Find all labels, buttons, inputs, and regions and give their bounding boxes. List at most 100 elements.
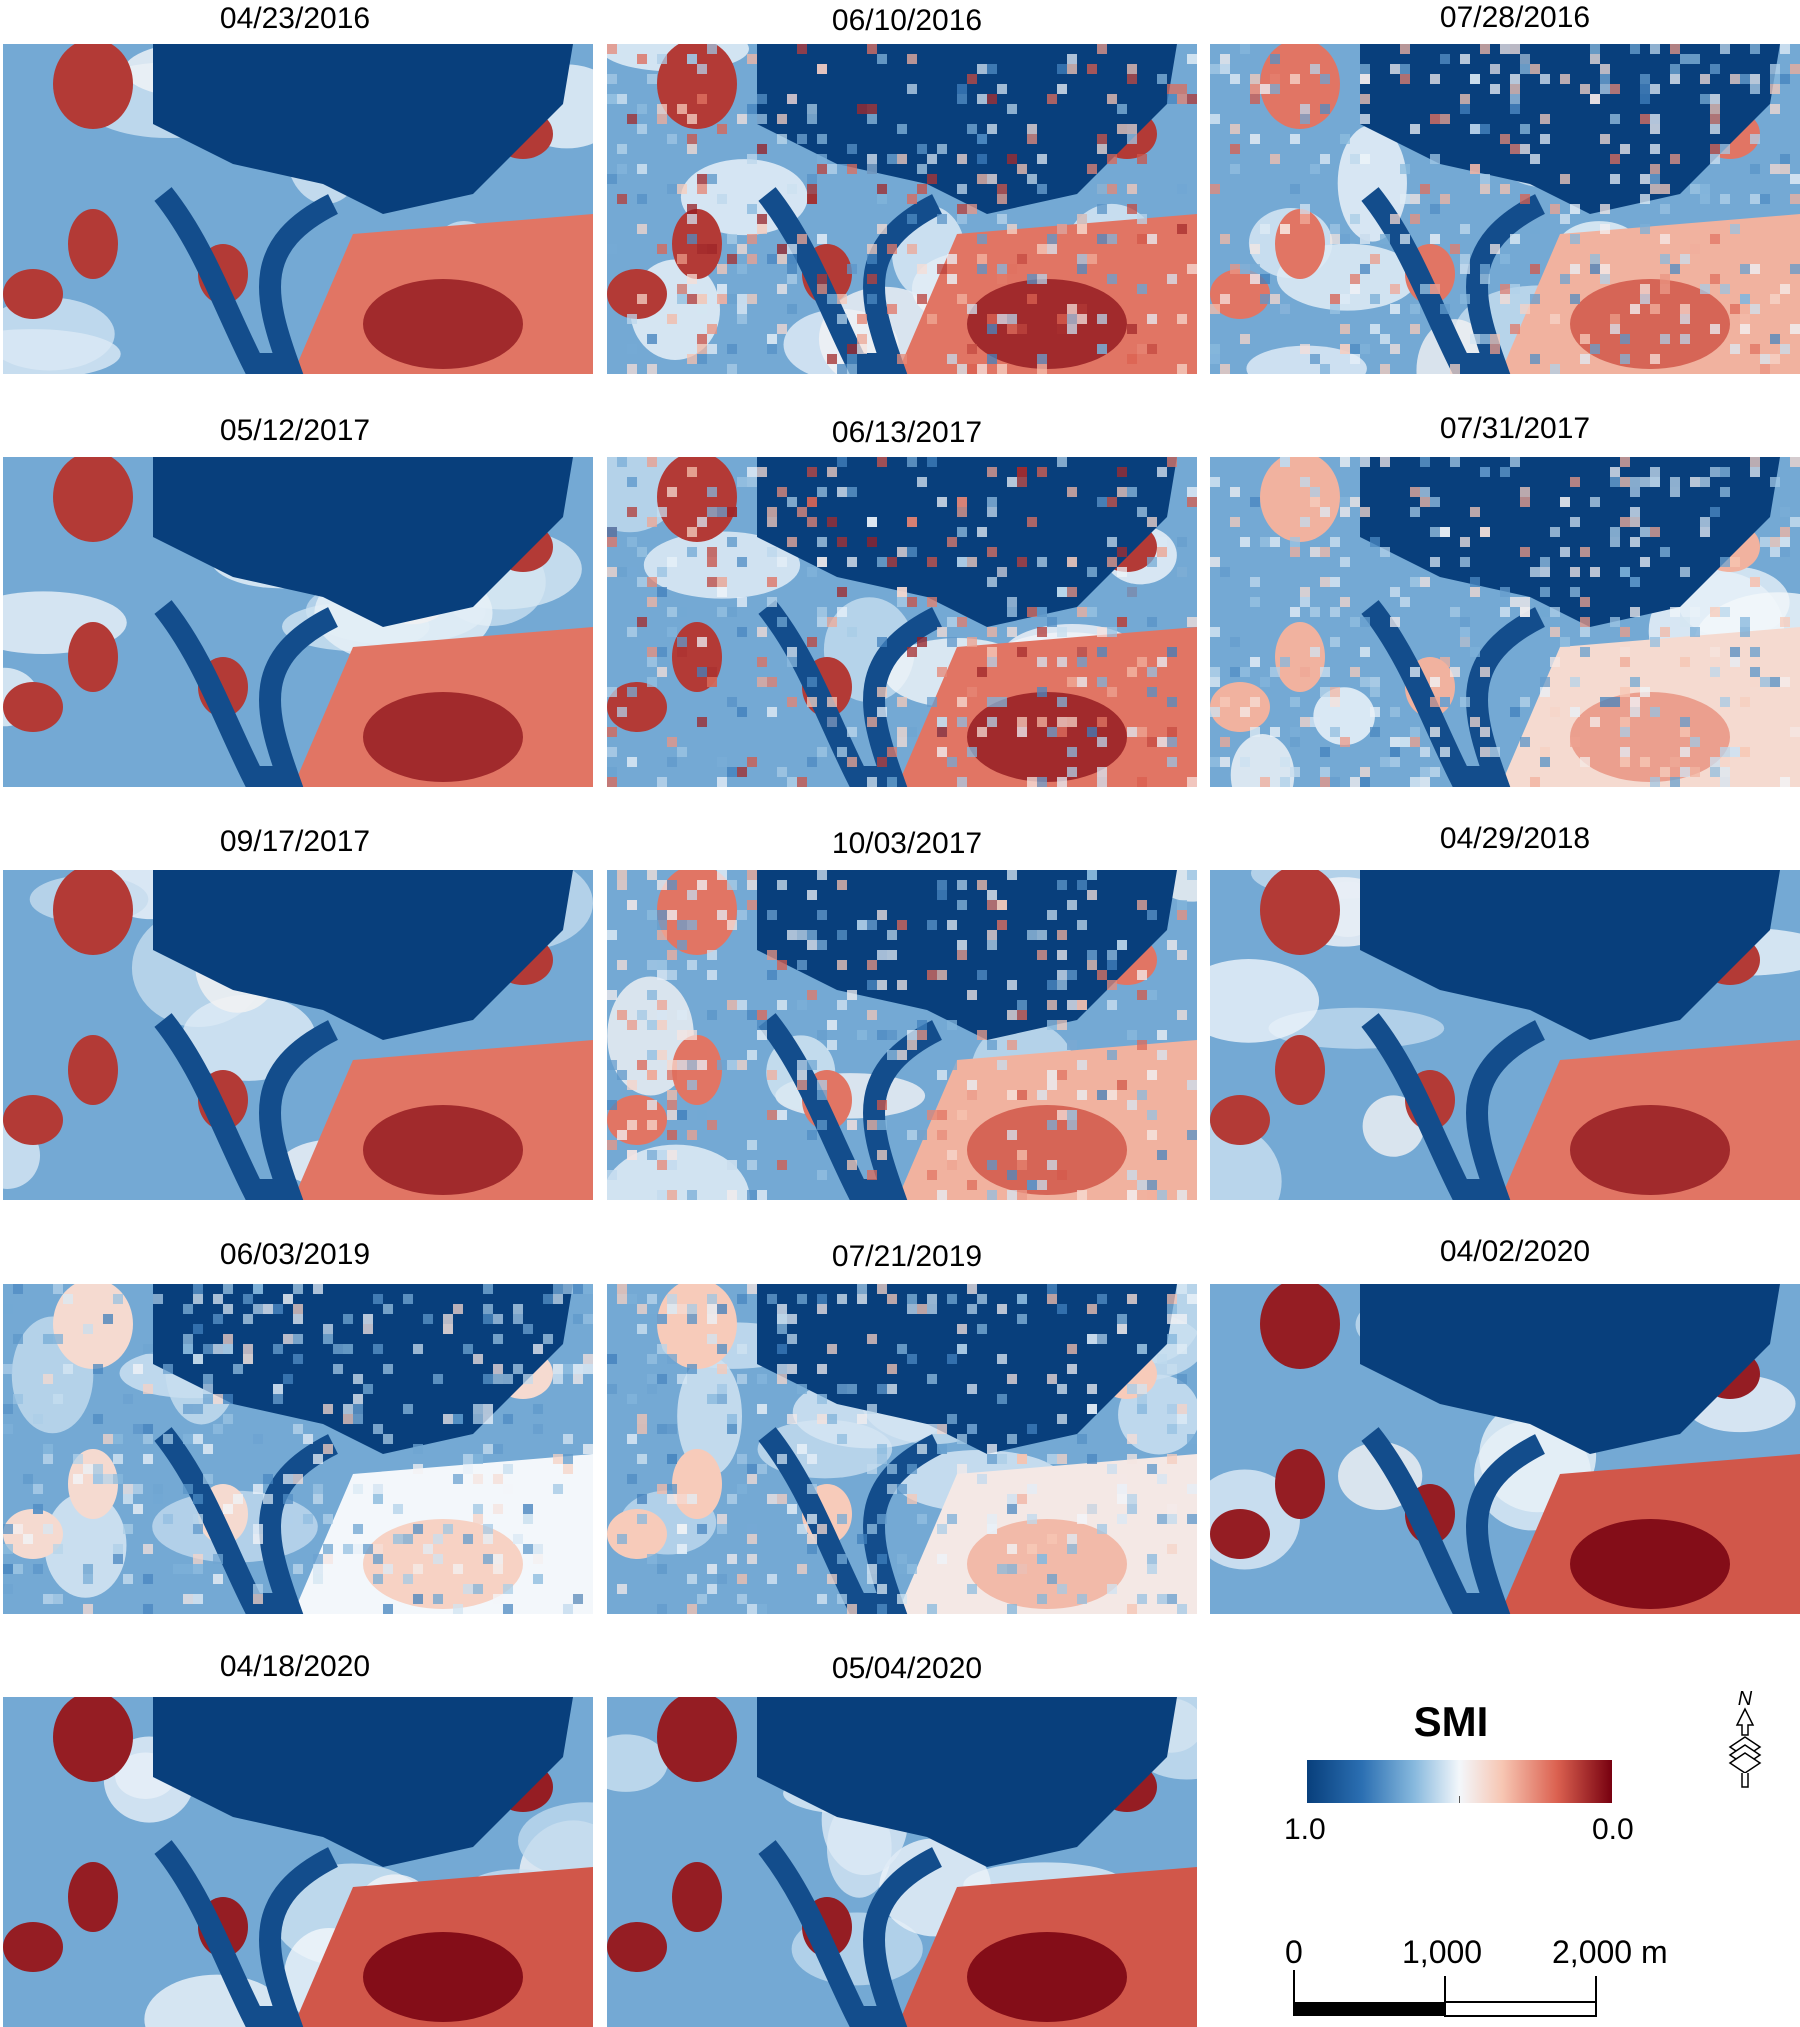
pixel [657,667,667,677]
pixel [1460,627,1470,637]
pixel [323,1324,333,1334]
pixel [947,354,957,364]
pixel [727,364,737,374]
pixel [553,1284,563,1294]
pixel [837,487,847,497]
pixel [193,1284,203,1294]
pixel [83,1324,93,1334]
pixel [1710,104,1720,114]
pixel [747,1464,757,1474]
pixel [1680,767,1690,777]
pixel [1430,767,1440,777]
pixel [403,1294,413,1304]
pixel [203,1394,213,1404]
pixel [1147,687,1157,697]
pixel [1067,1040,1077,1050]
pixel [957,697,967,707]
pixel [1127,1434,1137,1444]
pixel [1500,467,1510,477]
pixel [333,1544,343,1554]
dry-patch [3,1095,63,1145]
pixel [1680,567,1690,577]
pixel [817,1030,827,1040]
pixel [1380,364,1390,374]
pixel [573,1374,583,1384]
pixel [1087,1454,1097,1464]
pixel [657,1604,667,1614]
pixel [1490,244,1500,254]
pixel [747,104,757,114]
pixel [1620,477,1630,487]
pixel [1740,264,1750,274]
pixel [213,1424,223,1434]
pixel [483,1314,493,1324]
pixel [987,1514,997,1524]
pixel [1720,144,1730,154]
pixel [767,334,777,344]
pixel [1610,467,1620,477]
pixel [987,890,997,900]
pixel [1137,900,1147,910]
pixel [1027,1180,1037,1190]
pixel [797,1294,807,1304]
pixel [563,1464,573,1474]
pixel [1037,627,1047,637]
pixel [1420,457,1430,467]
pixel [1390,617,1400,627]
pixel [1067,767,1077,777]
pixel [977,727,987,737]
legend-title: SMI [1413,1698,1489,1745]
pixel [1330,304,1340,314]
pixel [1007,607,1017,617]
pixel [927,1604,937,1614]
pixel [987,1454,997,1464]
pixel [817,870,827,880]
pixel [647,1354,657,1364]
pixel [1400,64,1410,74]
pixel [1017,324,1027,334]
pixel [1137,344,1147,354]
pixel [1480,184,1490,194]
pixel [1047,1374,1057,1384]
pixel [1780,777,1790,787]
pixel [1210,677,1220,687]
pixel [1520,124,1530,134]
pixel [617,457,627,467]
pixel [827,1414,837,1424]
pixel [1320,687,1330,697]
pixel [1650,114,1660,124]
dry-patch [53,870,133,955]
pixel [1660,334,1670,344]
pixel [1167,1404,1177,1414]
pixel [637,164,647,174]
pixel [1570,204,1580,214]
pixel [827,517,837,527]
pixel [1067,1000,1077,1010]
pixel [1330,294,1340,304]
pixel [1177,1414,1187,1424]
pixel [1087,1304,1097,1314]
pixel [867,274,877,284]
pixel [707,44,717,54]
pixel [667,1190,677,1200]
pixel [1700,94,1710,104]
pixel [717,1060,727,1070]
pixel [947,1160,957,1170]
pixel [1187,497,1197,507]
pixel [1097,234,1107,244]
pixel [1117,1314,1127,1324]
pixel [1640,224,1650,234]
pixel [817,617,827,627]
pixel [1340,737,1350,747]
pixel [1300,587,1310,597]
pixel [1440,304,1450,314]
pixel [807,517,817,527]
pixel [707,487,717,497]
pixel [1057,1304,1067,1314]
pixel [697,1594,707,1604]
pixel [263,1474,273,1484]
pixel [917,1304,927,1314]
pixel [987,354,997,364]
pixel [887,557,897,567]
pixel [153,1484,163,1494]
